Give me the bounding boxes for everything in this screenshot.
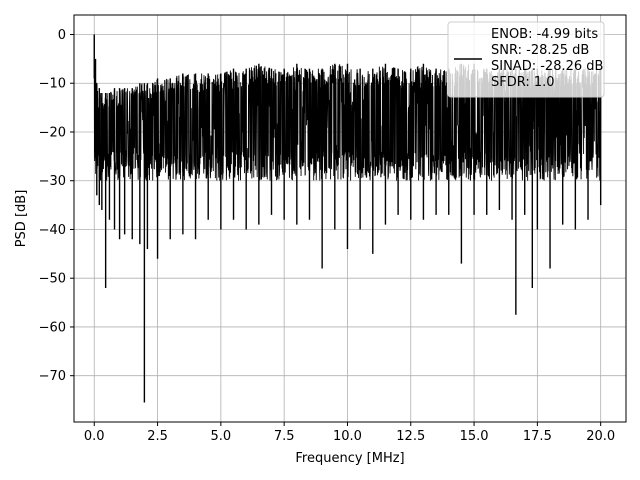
legend-line-snr: SNR: -28.25 dB [491, 43, 589, 58]
x-tick-label: 5.0 [211, 429, 232, 444]
x-axis: 0.0 2.5 5.0 7.5 10.0 12.5 15.0 17.5 20.0 [84, 422, 615, 444]
legend-box [447, 21, 605, 98]
y-tick-label: −70 [39, 369, 66, 384]
y-tick-label: −10 [39, 77, 66, 92]
y-tick-label: 0 [58, 28, 66, 43]
x-tick-label: 2.5 [147, 429, 168, 444]
y-tick-label: −40 [39, 223, 66, 238]
y-tick-label: −50 [39, 272, 66, 287]
x-tick-label: 12.5 [396, 429, 425, 444]
x-axis-label: Frequency [MHz] [295, 451, 404, 466]
x-tick-label: 0.0 [84, 429, 105, 444]
y-tick-label: −30 [39, 174, 66, 189]
x-tick-label: 10.0 [333, 429, 362, 444]
legend-line-sfdr: SFDR: 1.0 [491, 75, 555, 90]
legend-line-enob: ENOB: -4.99 bits [491, 27, 598, 42]
axes-frame [73, 14, 627, 423]
y-tick-label: −20 [39, 125, 66, 140]
legend-line-sinad: SINAD: -28.26 dB [491, 59, 603, 74]
y-tick-label: −60 [39, 320, 66, 335]
y-axis-label: PSD [dB] [14, 190, 29, 248]
y-axis: 0 −10 −20 −30 −40 −50 −60 −70 [39, 28, 74, 384]
x-tick-label: 17.5 [523, 429, 552, 444]
x-tick-label: 20.0 [586, 429, 615, 444]
x-tick-label: 7.5 [274, 429, 295, 444]
x-tick-label: 15.0 [460, 429, 489, 444]
legend: ENOB: -4.99 bits SNR: -28.25 dB SINAD: -… [447, 21, 605, 98]
